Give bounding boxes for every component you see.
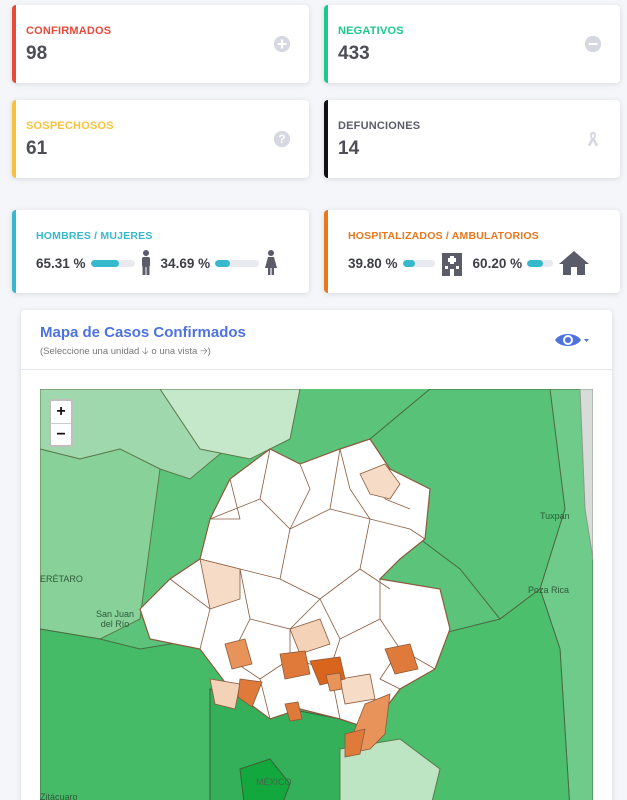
svg-text:?: ? <box>278 133 285 146</box>
place-label-zitacuaro: Zitácuaro <box>40 792 78 800</box>
gender-row: 65.31 % 34.69 % <box>36 250 278 276</box>
map-subtitle: (Seleccione una unidad 🡣 o una vista 🡢) <box>40 346 211 357</box>
eye-view-selector-icon[interactable] <box>554 330 590 350</box>
men-percent: 65.31 % <box>36 255 86 271</box>
zoom-control: + − <box>49 399 73 447</box>
sospechosos-label: SOSPECHOSOS <box>26 120 114 132</box>
man-icon <box>141 250 150 275</box>
card-negativos: NEGATIVOS 433 <box>324 5 620 83</box>
place-label-san-juan-del-rio: San Juan del Río <box>95 609 135 629</box>
woman-icon <box>265 250 278 275</box>
place-label-poza-rica: Poza Rica <box>528 585 570 595</box>
women-percent: 34.69 % <box>160 255 211 271</box>
defunciones-label: DEFUNCIONES <box>338 120 421 132</box>
card-hospital: HOSPITALIZADOS / AMBULATORIOS 39.80 % 60… <box>324 210 620 293</box>
ribbon-icon <box>587 131 599 147</box>
house-icon <box>559 251 590 275</box>
map-region-light-orange-1 <box>359 463 401 500</box>
amb-bar <box>527 259 554 267</box>
amb-percent: 60.20 % <box>472 255 523 271</box>
map-region-orange-1 <box>224 638 253 670</box>
map-title: Mapa de Casos Confirmados <box>40 324 246 341</box>
map-region-orange-2 <box>237 678 263 708</box>
plus-circle-icon <box>273 35 291 53</box>
zoom-in-button[interactable]: + <box>56 403 66 420</box>
confirmados-value: 98 <box>26 43 48 64</box>
hospital-label: HOSPITALIZADOS / AMBULATORIOS <box>348 230 539 242</box>
map-region-south-dark <box>239 758 291 800</box>
map-region-orange-5 <box>384 643 419 675</box>
minus-circle-icon <box>584 35 602 53</box>
map-region-coast <box>579 389 593 560</box>
confirmados-label: CONFIRMADOS <box>26 25 112 37</box>
place-label-mexico: MÉXICO <box>256 777 292 787</box>
map-region-orange-8 <box>344 728 366 758</box>
men-bar <box>90 259 135 267</box>
map-region-light-orange-5 <box>339 673 376 705</box>
map-region-orange-4 <box>325 672 343 692</box>
question-circle-icon: ? <box>273 130 291 148</box>
women-bar <box>215 259 260 267</box>
sospechosos-value: 61 <box>26 138 48 159</box>
map-region-light-orange-2 <box>199 558 241 610</box>
hosp-bar <box>402 259 435 267</box>
map-region-light-orange-4 <box>209 678 241 710</box>
map-region-southwest <box>40 628 231 800</box>
card-defunciones: DEFUNCIONES 14 <box>324 100 620 178</box>
map-region-light-orange-3 <box>289 618 331 655</box>
negativos-value: 433 <box>338 43 370 64</box>
map-region-orange-7 <box>284 701 303 722</box>
hospital-row: 39.80 % 60.20 % <box>348 250 590 276</box>
hospital-icon <box>441 253 462 276</box>
place-label-queretaro: ERÉTARO <box>40 574 83 584</box>
choropleth-map[interactable]: ERÉTARO San Juan del Río Tuxpan Poza Ric… <box>40 389 593 800</box>
card-confirmados: CONFIRMADOS 98 <box>12 5 309 83</box>
card-gender: HOMBRES / MUJERES 65.31 % 34.69 % <box>12 210 309 293</box>
map-canvas[interactable] <box>40 389 593 800</box>
map-card: Mapa de Casos Confirmados (Seleccione un… <box>21 310 612 800</box>
map-header: Mapa de Casos Confirmados (Seleccione un… <box>21 310 612 370</box>
defunciones-value: 14 <box>338 138 360 159</box>
map-region-center <box>139 438 451 730</box>
place-label-tuxpan: Tuxpan <box>540 511 570 521</box>
map-region-orange-3 <box>279 650 311 680</box>
card-sospechosos: SOSPECHOSOS 61 ? <box>12 100 309 178</box>
zoom-out-button[interactable]: − <box>51 423 71 445</box>
negativos-label: NEGATIVOS <box>338 25 404 37</box>
gender-label: HOMBRES / MUJERES <box>36 230 153 242</box>
hosp-percent: 39.80 % <box>348 255 398 271</box>
